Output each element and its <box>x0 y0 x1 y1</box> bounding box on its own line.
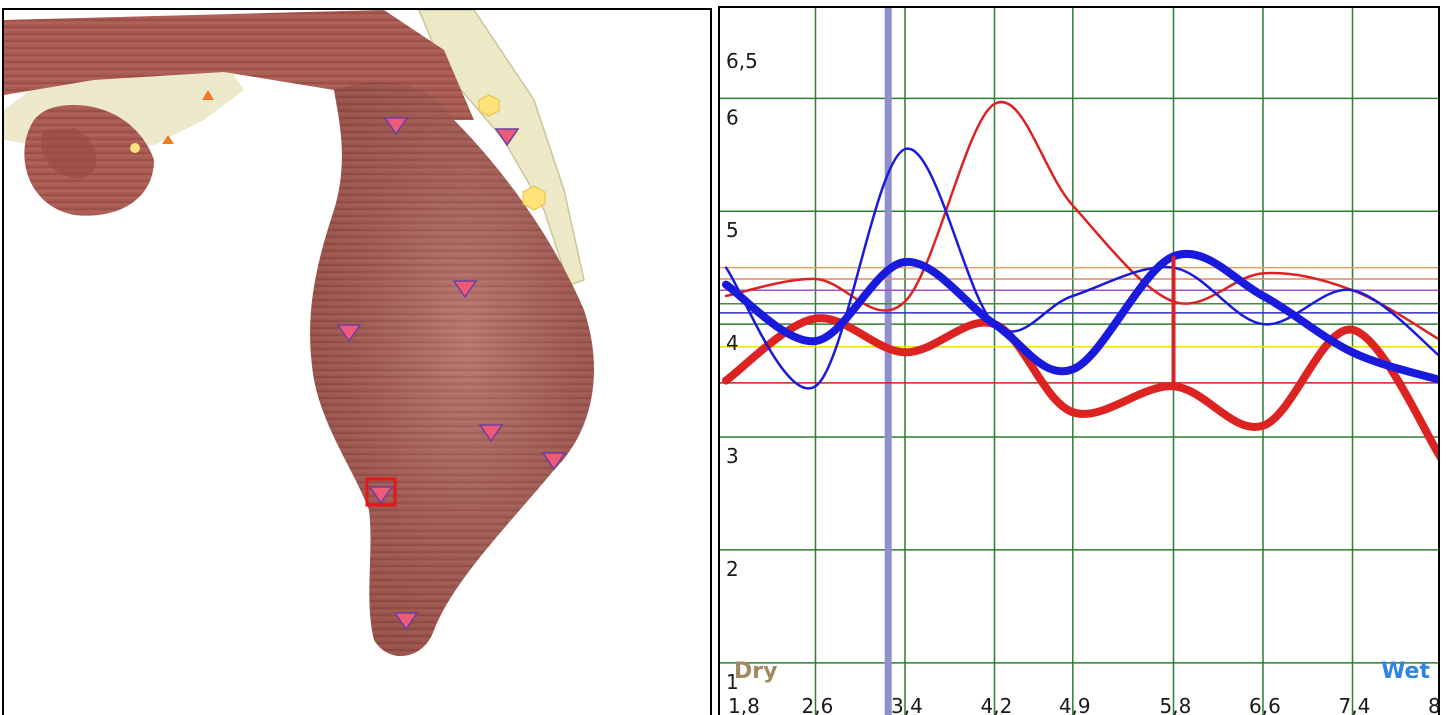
chart-grid <box>720 8 1438 715</box>
series-line-1[interactable] <box>722 314 1440 461</box>
x-left-label: Dry <box>734 659 777 684</box>
chart-series <box>722 100 1440 461</box>
marker-triangle[interactable] <box>478 424 504 443</box>
x-tick-label: 1,8 <box>728 694 760 715</box>
stomach-3d-model[interactable] <box>4 10 712 715</box>
x-tick-label: 2,6 <box>802 694 834 715</box>
y-tick-label: 4 <box>726 331 739 355</box>
y-tick-label: 2 <box>726 557 739 581</box>
marker-triangle[interactable] <box>383 117 409 136</box>
marker-triangle[interactable] <box>368 486 394 505</box>
stomach-shading <box>310 81 594 657</box>
x-tick-label: 7,4 <box>1339 694 1371 715</box>
x-tick-label: 6,6 <box>1249 694 1281 715</box>
x-right-label: Wet <box>1381 659 1430 684</box>
series-line-2[interactable] <box>724 100 1440 341</box>
chart-tick-labels: 1 2 3 4 5 6 6,5 1,8 2,6 3,4 4,2 4,9 5,8 6,6 7,4 8,2 <box>726 49 1440 715</box>
marker-triangle[interactable] <box>452 280 478 299</box>
marker-small-triangle[interactable] <box>202 90 214 100</box>
x-tick-label: 4,2 <box>981 694 1013 715</box>
y-tick-label: 3 <box>726 444 739 468</box>
marker-triangle[interactable] <box>494 128 520 147</box>
marker-triangle[interactable] <box>393 612 419 631</box>
chart-panel[interactable]: 1 2 3 4 5 6 6,5 1,8 2,6 3,4 4,2 4,9 5,8 6,6 7,4 8,2 Dry… <box>718 6 1440 715</box>
y-tick-label: 6,5 <box>726 49 758 73</box>
marker-small-hex[interactable] <box>130 143 140 153</box>
marker-hexagon[interactable] <box>478 94 500 117</box>
marker-hexagon[interactable] <box>522 185 546 211</box>
series-line-4[interactable] <box>724 147 1440 390</box>
y-tick-label: 1 <box>726 670 739 694</box>
membrane-shape <box>418 10 585 286</box>
x-tick-label: 3,4 <box>891 694 923 715</box>
x-tick-label: 4,9 <box>1059 694 1091 715</box>
x-tick-label: 5,8 <box>1160 694 1192 715</box>
3d-viewer-panel[interactable] <box>2 8 712 715</box>
marker-triangles <box>336 117 567 631</box>
selection-box[interactable] <box>365 477 397 507</box>
line-chart[interactable]: 1 2 3 4 5 6 6,5 1,8 2,6 3,4 4,2 4,9 5,8 6,6 7,4 8,2 Dry… <box>720 8 1440 715</box>
marker-triangle[interactable] <box>541 452 567 471</box>
marker-small-triangle[interactable] <box>162 135 174 144</box>
y-tick-label: 6 <box>726 105 739 129</box>
marker-triangle[interactable] <box>336 324 362 343</box>
y-tick-label: 5 <box>726 218 739 242</box>
x-tick-label: 8,2 <box>1428 694 1440 715</box>
duodenum-inner <box>40 128 97 179</box>
